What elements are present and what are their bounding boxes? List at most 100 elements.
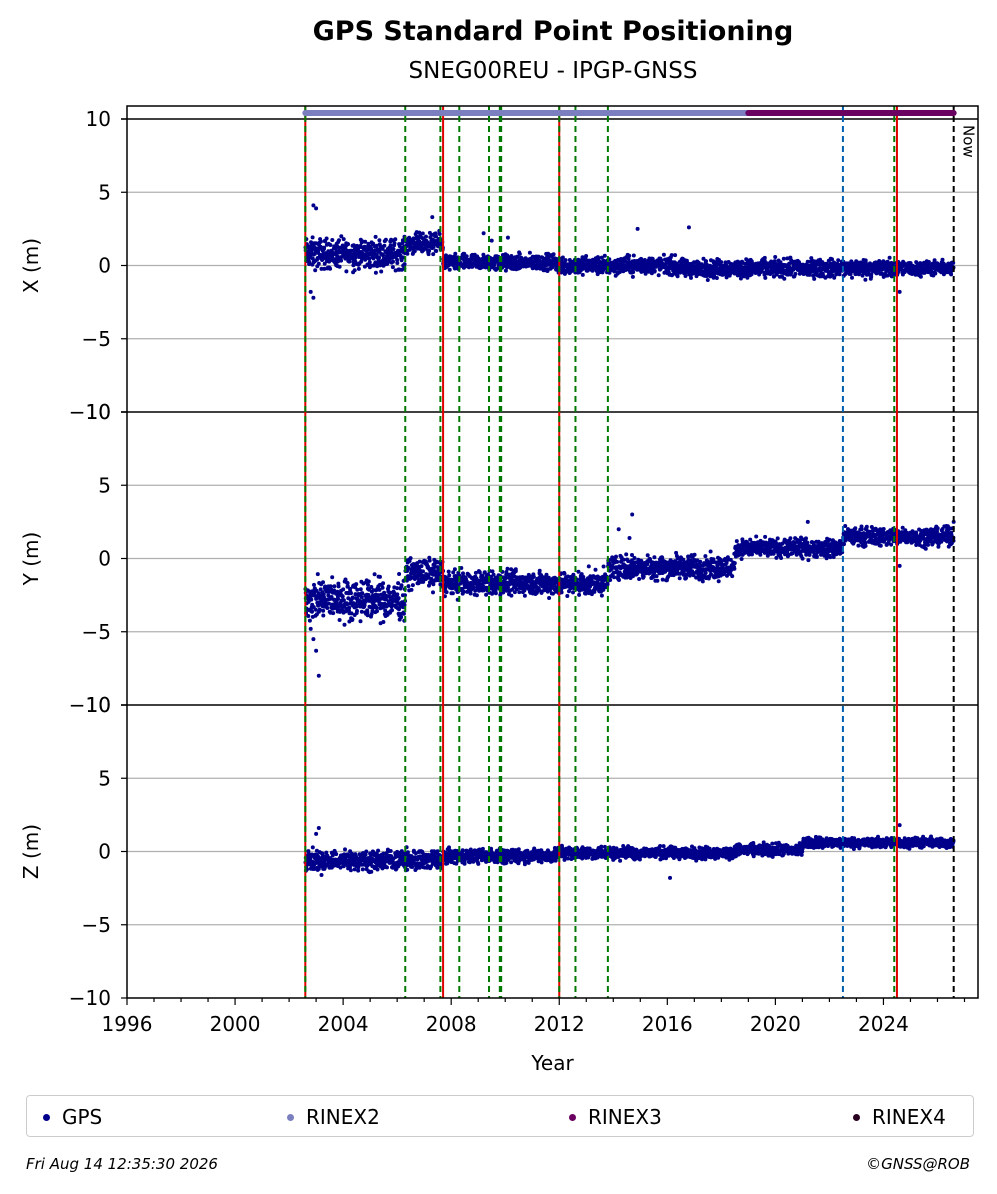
data-point xyxy=(842,542,846,547)
data-point xyxy=(617,578,621,582)
data-point xyxy=(373,270,378,275)
data-point xyxy=(754,534,759,539)
data-point xyxy=(444,590,449,595)
data-point xyxy=(804,536,808,541)
data-point xyxy=(395,257,400,262)
data-point xyxy=(375,609,379,614)
data-point xyxy=(319,266,324,271)
data-point xyxy=(409,587,414,592)
data-point xyxy=(509,593,514,598)
outlier-point xyxy=(311,295,316,300)
data-point xyxy=(317,607,322,612)
data-point xyxy=(599,593,604,598)
data-point xyxy=(434,234,439,239)
data-point xyxy=(382,243,387,248)
data-point xyxy=(374,252,379,257)
data-point xyxy=(513,569,518,574)
chart-title: GPS Standard Point Positioning xyxy=(312,16,794,47)
data-point xyxy=(576,569,581,574)
data-point xyxy=(614,554,618,559)
data-point xyxy=(341,587,346,592)
data-point xyxy=(698,559,703,564)
data-point xyxy=(612,575,617,580)
data-point xyxy=(650,256,655,261)
data-point xyxy=(419,564,424,569)
data-point xyxy=(705,278,710,282)
data-point xyxy=(452,567,457,572)
data-point xyxy=(312,251,317,256)
data-point xyxy=(793,271,798,276)
data-point xyxy=(859,527,864,532)
data-point xyxy=(830,257,834,262)
data-point xyxy=(347,605,352,610)
data-point xyxy=(586,564,591,569)
outlier-point xyxy=(481,231,486,236)
data-point xyxy=(353,255,358,260)
data-point xyxy=(307,618,312,623)
data-point xyxy=(343,577,348,582)
data-point xyxy=(345,584,350,589)
data-point xyxy=(788,536,793,541)
data-point xyxy=(420,231,425,236)
data-point xyxy=(369,612,374,617)
data-point xyxy=(332,584,337,589)
data-point xyxy=(800,556,805,561)
data-point xyxy=(359,609,364,614)
data-point xyxy=(337,238,341,243)
data-point xyxy=(328,243,333,247)
data-point xyxy=(326,593,331,598)
data-point xyxy=(412,249,417,254)
data-point xyxy=(377,255,382,260)
data-point xyxy=(322,266,327,271)
outlier-point xyxy=(314,206,319,211)
data-point xyxy=(329,595,334,599)
data-point xyxy=(391,259,395,264)
data-point xyxy=(359,595,364,600)
data-point xyxy=(321,580,325,585)
data-point xyxy=(531,574,536,579)
data-point xyxy=(312,582,316,587)
data-point xyxy=(310,235,315,240)
data-point xyxy=(631,270,636,275)
data-point xyxy=(330,238,335,242)
data-point xyxy=(450,591,455,596)
outlier-point xyxy=(308,289,313,294)
data-point xyxy=(408,556,413,561)
data-point xyxy=(363,257,368,262)
data-point xyxy=(631,253,636,258)
data-point xyxy=(853,526,858,531)
data-point xyxy=(434,249,439,253)
data-point xyxy=(828,555,833,560)
data-point xyxy=(624,552,629,557)
data-point xyxy=(602,253,607,258)
data-point xyxy=(626,257,631,261)
data-point xyxy=(918,274,923,279)
data-point xyxy=(374,605,379,610)
data-point xyxy=(346,242,350,247)
data-point xyxy=(453,251,458,256)
data-point xyxy=(365,613,370,618)
data-point xyxy=(703,571,708,575)
data-point xyxy=(738,276,743,281)
data-point xyxy=(354,582,359,587)
data-point xyxy=(365,610,370,615)
data-point xyxy=(703,554,708,559)
outlier-point xyxy=(430,215,435,220)
data-point xyxy=(315,572,320,577)
data-point xyxy=(734,539,739,544)
data-point xyxy=(692,552,697,557)
data-point xyxy=(366,579,371,584)
data-point xyxy=(482,570,487,575)
data-point xyxy=(360,239,365,244)
data-point xyxy=(689,275,693,280)
data-point xyxy=(577,592,582,597)
data-point xyxy=(362,603,367,608)
data-point xyxy=(660,577,665,582)
data-point xyxy=(677,576,682,581)
data-point xyxy=(318,239,323,244)
data-point xyxy=(339,234,344,239)
data-point xyxy=(522,593,527,598)
data-point xyxy=(716,579,721,584)
data-point xyxy=(926,260,931,264)
data-point xyxy=(307,260,312,265)
